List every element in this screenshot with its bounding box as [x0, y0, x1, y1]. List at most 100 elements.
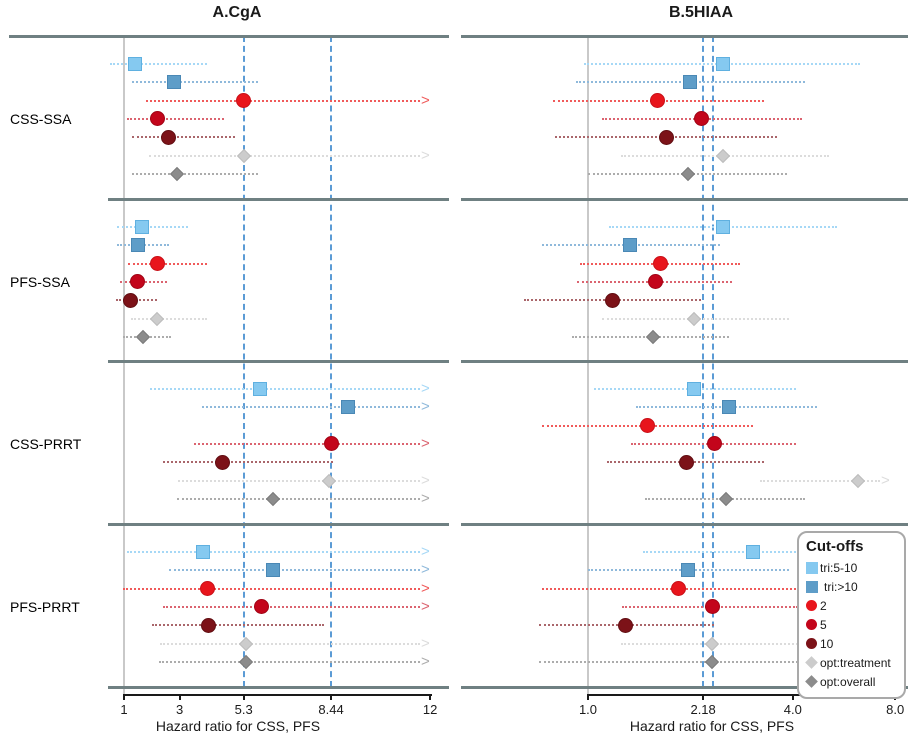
marker-diamond — [150, 311, 165, 326]
arrow-right-icon: > — [421, 434, 430, 452]
x-axis-tick — [242, 694, 245, 700]
ci-line — [193, 442, 420, 445]
marker-circle — [618, 617, 634, 633]
arrow-right-icon: > — [421, 597, 430, 615]
baseline-hr1-line — [587, 36, 589, 694]
marker-square — [196, 545, 211, 559]
x-axis-tick-label: 2.18 — [690, 702, 716, 717]
marker-square — [135, 220, 150, 234]
marker-diamond — [686, 311, 702, 326]
ci-line — [110, 63, 208, 65]
arrow-right-icon: > — [421, 380, 430, 397]
x-axis-tick-label: 1 — [120, 702, 128, 717]
x-axis-tick — [587, 694, 589, 700]
marker-diamond — [645, 329, 660, 344]
legend-box: Cut-offs tri:5-10 tri:>10 2 5 10 opt:treatmen… — [797, 531, 906, 699]
marker-square — [722, 400, 737, 415]
marker-diamond — [705, 636, 720, 651]
marker-circle — [149, 111, 165, 127]
group-separator — [108, 198, 449, 201]
marker-circle — [694, 111, 710, 127]
legend-item-label: 10 — [820, 636, 834, 651]
ci-line — [176, 497, 420, 500]
marker-circle — [652, 256, 668, 272]
marker-square — [128, 57, 143, 71]
ci-line — [539, 660, 799, 663]
marker-circle — [161, 129, 177, 145]
legend-circle-icon — [806, 619, 820, 630]
legend-item: tri:5-10 — [806, 558, 897, 577]
arrow-right-icon: > — [421, 471, 430, 489]
x-axis — [124, 694, 432, 696]
marker-square — [167, 75, 182, 90]
group-label: CSS-SSA — [10, 110, 72, 127]
ci-line — [162, 605, 420, 608]
marker-circle — [640, 418, 656, 434]
legend-diamond-icon — [805, 656, 820, 669]
ci-line — [132, 172, 258, 175]
legend-item-label: 5 — [820, 617, 827, 632]
panel-a-axis-label: Hazard ratio for CSS, PFS — [155, 718, 321, 734]
marker-square — [681, 563, 696, 578]
ci-line — [178, 479, 420, 482]
marker-square — [687, 382, 702, 396]
ci-line — [128, 262, 208, 265]
ci-line — [150, 388, 420, 390]
x-axis-tick-label: 8.0 — [886, 702, 905, 717]
legend-item-label: tri:5-10 — [820, 560, 858, 575]
marker-circle — [604, 292, 620, 308]
ci-line — [160, 642, 420, 645]
marker-diamond — [705, 654, 720, 669]
ci-line — [642, 551, 804, 553]
ci-line — [168, 569, 420, 572]
ci-line — [146, 99, 420, 102]
ci-line — [149, 154, 420, 157]
ci-line — [759, 479, 880, 482]
marker-diamond — [169, 166, 184, 181]
ci-line — [201, 406, 420, 409]
group-separator — [108, 360, 449, 363]
arrow-right-icon: > — [421, 579, 430, 597]
marker-square — [253, 382, 268, 396]
x-axis-tick-label: 4.0 — [783, 702, 802, 717]
ci-line — [130, 317, 208, 320]
marker-diamond — [236, 148, 251, 163]
arrow-right-icon: > — [421, 91, 430, 109]
marker-diamond — [321, 473, 336, 488]
x-axis-tick — [123, 694, 125, 700]
arrow-right-icon: > — [881, 471, 890, 489]
legend-item: opt:overall — [805, 672, 897, 691]
group-separator — [461, 198, 908, 201]
ci-line — [117, 226, 188, 228]
marker-circle — [323, 436, 339, 452]
marker-square — [623, 238, 638, 253]
marker-square — [130, 238, 145, 253]
group-separator — [108, 523, 449, 526]
x-axis-tick-label: 3 — [176, 702, 184, 717]
group-separator — [461, 360, 908, 363]
marker-square — [683, 75, 698, 90]
legend-square-icon — [806, 561, 820, 574]
marker-diamond — [265, 491, 280, 506]
x-axis — [588, 694, 897, 696]
group-label: CSS-PRRT — [10, 435, 82, 452]
marker-square — [265, 563, 280, 578]
x-axis-tick — [429, 694, 432, 700]
legend-item-label: opt:overall — [820, 674, 876, 689]
ci-line — [158, 660, 420, 663]
group-separator — [461, 35, 908, 38]
baseline-hr1-line — [123, 36, 125, 694]
marker-circle — [679, 454, 695, 470]
x-axis-tick-label: 8.44 — [318, 702, 344, 717]
x-axis-tick — [330, 694, 333, 700]
marker-diamond — [136, 329, 151, 344]
legend-item-label: opt:treatment — [820, 655, 891, 670]
arrow-right-icon: > — [421, 398, 430, 416]
x-axis-tick — [791, 694, 794, 700]
x-axis-tick-label: 1.0 — [578, 702, 598, 717]
panel-b-title: B.5HIAA — [668, 4, 733, 21]
marker-circle — [199, 581, 215, 597]
legend-circle-icon — [806, 638, 820, 649]
marker-diamond — [239, 654, 254, 669]
